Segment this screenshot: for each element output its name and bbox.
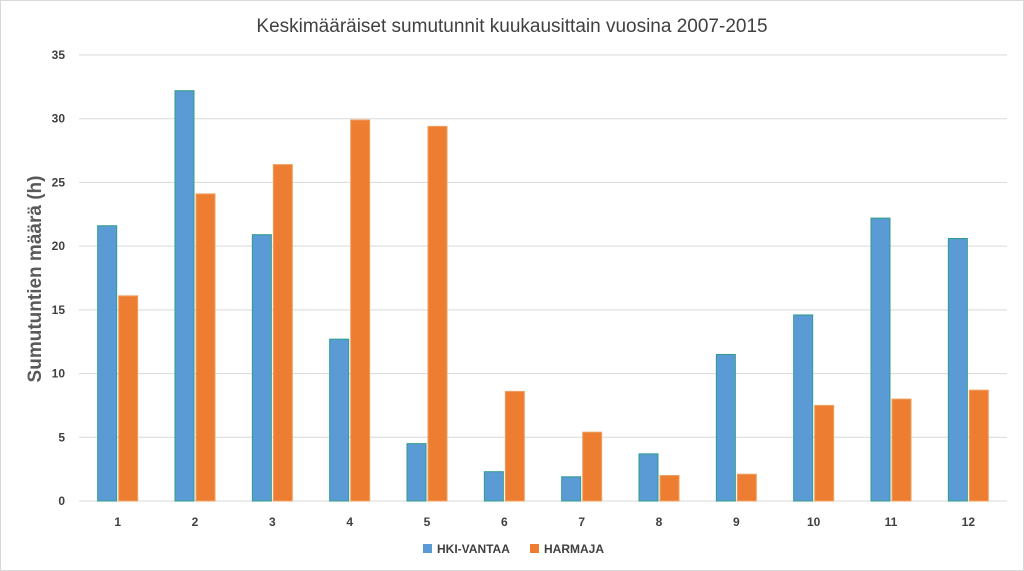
y-axis-ticks: 0 5 10 15 20 25 30 35: [52, 48, 66, 508]
x-tick-label: 5: [424, 515, 431, 529]
bar-harmaja-11: [891, 398, 912, 502]
x-tick-label: 9: [733, 515, 740, 529]
y-tick-label: 35: [52, 48, 66, 62]
y-tick-label: 10: [52, 367, 66, 381]
y-tick-label: 30: [52, 112, 66, 126]
gridlines: [79, 54, 1007, 502]
bar-hki-vantaa-1: [97, 225, 118, 502]
bar-hki-vantaa-10: [793, 314, 814, 502]
bar-hki-vantaa-6: [483, 471, 504, 502]
bar-harmaja-3: [272, 164, 293, 502]
bar-hki-vantaa-4: [329, 338, 350, 502]
legend-swatch-hki-vantaa: [423, 544, 432, 553]
bar-hki-vantaa-8: [638, 453, 659, 502]
x-tick-label: 4: [346, 515, 353, 529]
bar-hki-vantaa-11: [870, 217, 891, 502]
bar-harmaja-4: [350, 119, 371, 502]
x-tick-label: 12: [962, 515, 976, 529]
bar-harmaja-6: [504, 390, 525, 502]
x-tick-label: 1: [114, 515, 121, 529]
y-tick-label: 15: [52, 303, 66, 317]
bar-harmaja-10: [814, 404, 835, 502]
bar-hki-vantaa-5: [406, 443, 427, 502]
bar-harmaja-7: [582, 431, 603, 502]
bar-harmaja-1: [118, 295, 139, 502]
bar-hki-vantaa-2: [174, 90, 195, 502]
bar-hki-vantaa-7: [561, 476, 582, 502]
bar-harmaja-5: [427, 125, 448, 502]
legend-swatch-harmaja: [530, 544, 539, 553]
chart-title: Keskimääräiset sumutunnit kuukausittain …: [256, 16, 767, 37]
x-tick-label: 3: [269, 515, 276, 529]
bar-harmaja-12: [968, 389, 989, 502]
bars: [97, 90, 989, 502]
x-tick-label: 2: [192, 515, 199, 529]
legend: HKI-VANTAA HARMAJA: [423, 542, 604, 556]
bar-hki-vantaa-12: [947, 237, 968, 502]
x-tick-label: 8: [656, 515, 663, 529]
legend-label-harmaja: HARMAJA: [544, 542, 604, 556]
x-tick-label: 7: [578, 515, 585, 529]
y-tick-label: 0: [58, 494, 65, 508]
bar-harmaja-2: [195, 193, 216, 502]
bar-harmaja-8: [659, 475, 680, 502]
bar-harmaja-9: [736, 473, 757, 502]
x-axis-ticks: 1 2 3 4 5 6 7 8 9 10 11 12: [114, 515, 975, 529]
x-tick-label: 11: [885, 515, 898, 529]
x-tick-label: 10: [807, 515, 821, 529]
y-tick-label: 20: [52, 239, 66, 253]
y-tick-label: 5: [58, 430, 65, 444]
y-tick-label: 25: [52, 175, 66, 189]
legend-label-hki-vantaa: HKI-VANTAA: [437, 542, 510, 556]
bar-hki-vantaa-9: [715, 353, 736, 502]
bar-hki-vantaa-3: [251, 234, 272, 502]
y-axis-label: Sumutuntien määrä (h): [25, 176, 46, 383]
x-tick-label: 6: [501, 515, 508, 529]
